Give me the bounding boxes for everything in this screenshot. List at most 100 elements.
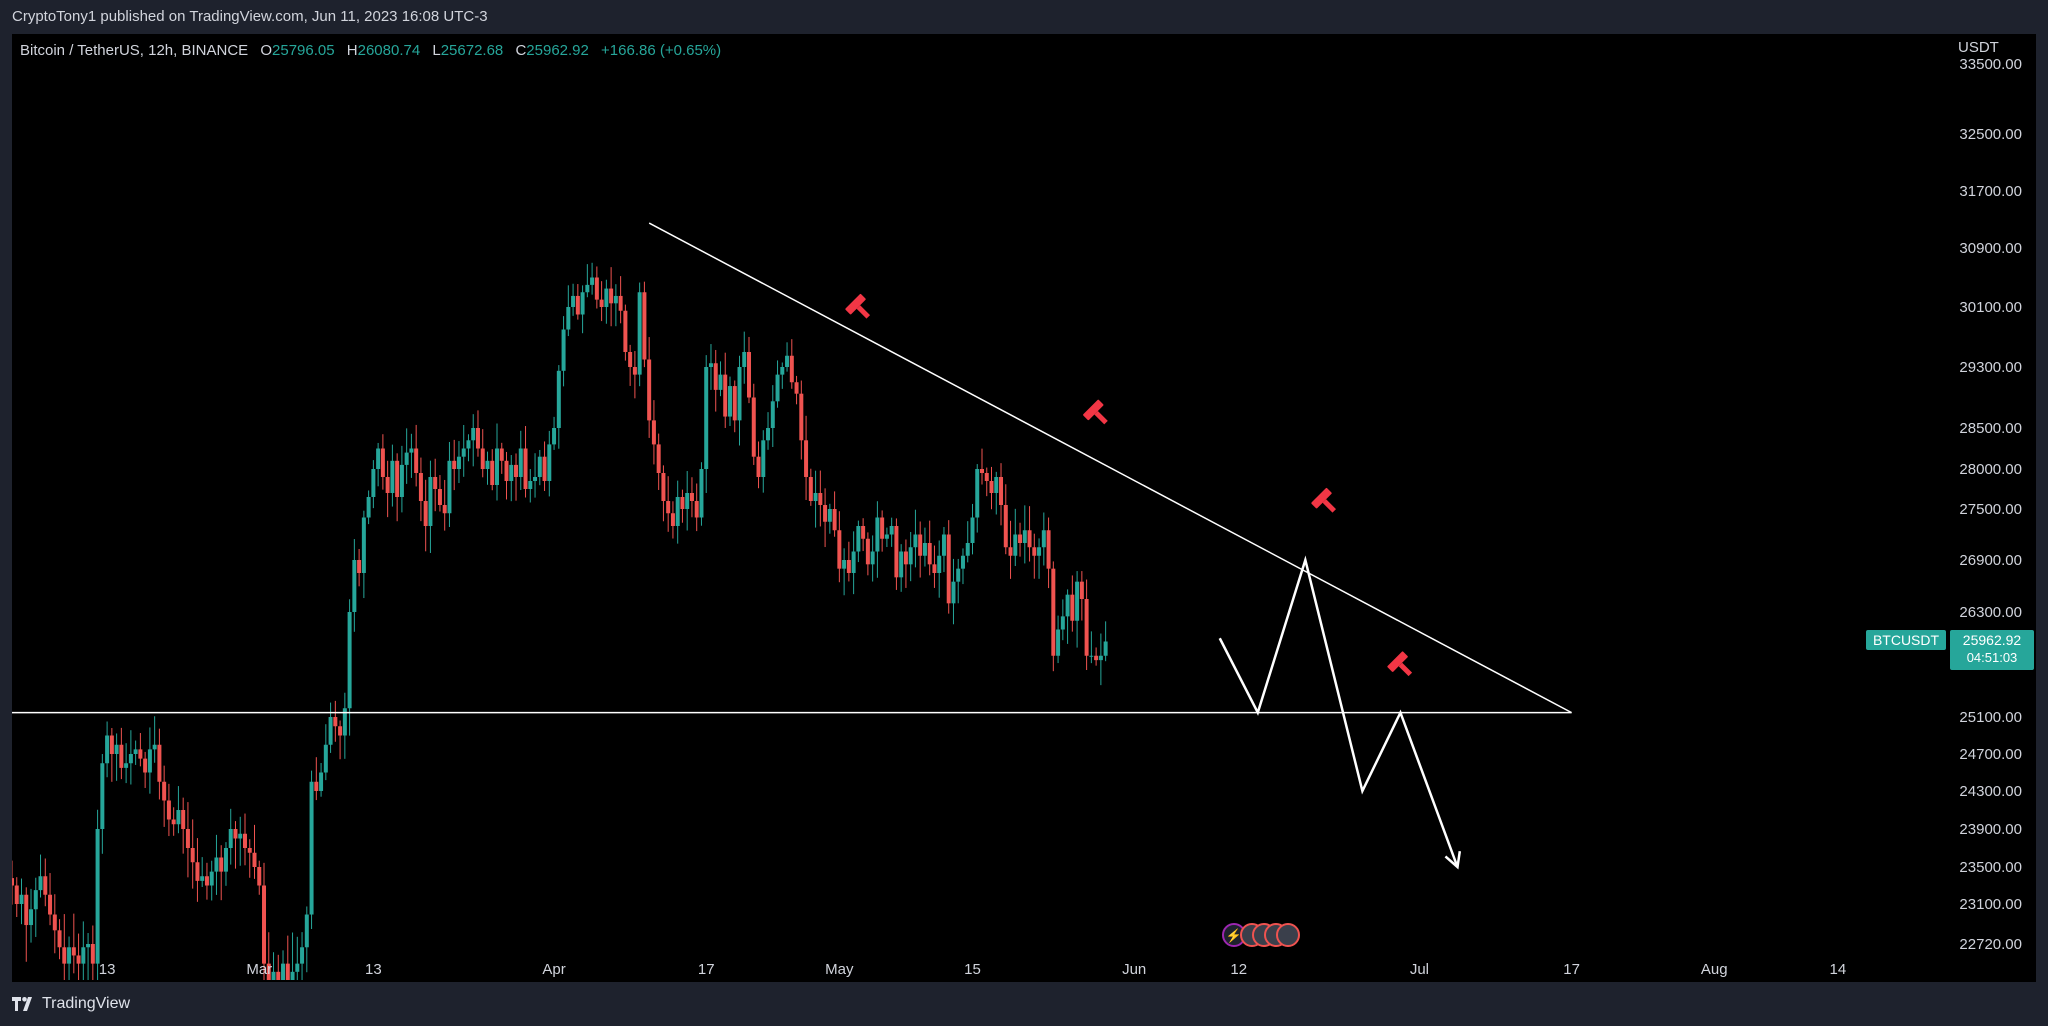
candle-body — [937, 555, 942, 573]
candle-body — [561, 329, 566, 371]
candle-body — [908, 547, 913, 565]
candle-body — [281, 963, 286, 980]
tradingview-logo[interactable]: TradingView — [12, 995, 130, 1013]
candle-body — [342, 708, 347, 736]
high-label: H — [347, 42, 358, 59]
tradingview-brand: TradingView — [42, 995, 131, 1012]
time-tick-label: Jul — [1410, 961, 1429, 978]
candle-body — [1060, 616, 1065, 630]
candle-body — [732, 386, 737, 421]
open-label: O — [260, 42, 272, 59]
low-label: L — [432, 42, 440, 59]
candle-body — [666, 501, 671, 514]
candle-body — [808, 477, 813, 501]
hammer-icon[interactable] — [845, 293, 876, 325]
candle-body — [999, 477, 1004, 505]
candle-body — [10, 878, 14, 886]
candle-body — [1046, 530, 1051, 569]
candle-body — [827, 509, 832, 522]
candle-body — [242, 833, 247, 848]
candle-body — [223, 848, 228, 872]
price-tick-label: 24300.00 — [1959, 783, 2022, 800]
candle-body — [837, 530, 842, 569]
price-axis[interactable]: USDT 22720.00 23100.00 23500.00 23900.00 243… — [1958, 39, 2022, 953]
candle-body — [209, 871, 214, 886]
candle-body — [704, 367, 709, 469]
candle-body — [1056, 629, 1061, 656]
candle-body — [794, 382, 799, 394]
candle-body — [300, 947, 305, 964]
candle-body — [447, 460, 452, 514]
publisher-text: CryptoTony1 published on TradingView.com… — [12, 8, 488, 25]
candle-body — [689, 493, 694, 501]
candle-body — [756, 456, 761, 477]
candle-body — [556, 370, 561, 428]
candle-body — [19, 894, 24, 904]
candle-body — [147, 749, 152, 773]
candle-body — [856, 526, 861, 552]
markers-layer[interactable] — [845, 293, 1418, 683]
candle-body — [880, 517, 885, 539]
candle-body — [48, 894, 53, 915]
candle-body — [575, 295, 580, 315]
candle-body — [975, 469, 980, 518]
open-value: 25796.05 — [272, 42, 335, 59]
hammer-icon[interactable] — [1083, 399, 1114, 430]
candle-body — [152, 744, 157, 750]
candlestick-chart[interactable]: Bitcoin / TetherUS, 12h, BINANCE O25796.… — [10, 34, 2036, 982]
candle-body — [751, 397, 756, 457]
candle-body — [124, 763, 129, 768]
candle-body — [323, 744, 328, 773]
drawing-layer[interactable] — [12, 222, 1572, 870]
hammer-icon[interactable] — [1387, 651, 1418, 682]
candle-body — [970, 517, 975, 543]
candle-body — [780, 367, 785, 375]
candle-body — [1103, 641, 1108, 656]
candle-body — [100, 763, 105, 829]
candle-body — [518, 448, 523, 477]
candle-body — [884, 534, 889, 539]
candle-body — [143, 758, 148, 773]
close-value: 25962.92 — [526, 42, 589, 59]
chart-pane[interactable]: Bitcoin / TetherUS, 12h, BINANCE O25796.… — [10, 34, 2036, 982]
candle-body — [656, 444, 661, 473]
candle-body — [723, 374, 728, 417]
candle-body — [214, 857, 219, 872]
candle-body — [466, 440, 471, 449]
candle-body — [737, 367, 742, 421]
events-icons[interactable]: ⚡ — [1222, 923, 1300, 947]
candle-body — [423, 501, 428, 526]
candle-body — [399, 464, 404, 497]
hammer-icon[interactable] — [1311, 487, 1342, 519]
candle-body — [894, 526, 899, 578]
close-label: C — [515, 42, 526, 59]
candle-body — [661, 473, 666, 501]
candle-body — [190, 848, 195, 863]
price-tick-label: 24700.00 — [1959, 746, 2022, 763]
tradingview-logo-icon — [12, 997, 32, 1011]
candle-body — [38, 876, 43, 891]
candle-body — [33, 890, 38, 910]
candle-body — [414, 448, 419, 473]
candle-body — [632, 367, 637, 375]
candle-body — [718, 374, 723, 390]
candle-body — [951, 581, 956, 604]
price-tick-label: 33500.00 — [1959, 56, 2022, 73]
candle-body — [694, 501, 699, 518]
time-axis[interactable]: 13 Mar 13 Apr 17 May 15 Jun 12 Jul 17 Aug 14 — [99, 961, 1846, 978]
candle-body — [552, 428, 557, 445]
candle-body — [913, 534, 918, 548]
candle-body — [547, 444, 552, 481]
candle-body — [95, 829, 100, 964]
candle-body — [366, 497, 371, 518]
candle-body — [380, 448, 385, 477]
candle-body — [804, 440, 809, 477]
candle-body — [52, 914, 57, 931]
candle-body — [219, 857, 224, 872]
price-tick-label: 25100.00 — [1959, 709, 2022, 726]
candle-body — [918, 534, 923, 556]
candle-body — [409, 448, 414, 453]
candle-body — [785, 355, 790, 367]
time-tick-label: Aug — [1701, 961, 1728, 978]
candle-body — [1008, 547, 1013, 556]
